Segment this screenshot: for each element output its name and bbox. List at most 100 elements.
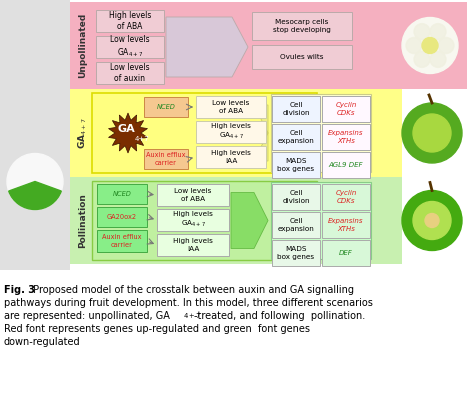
Text: Cell
division: Cell division: [282, 102, 310, 115]
Text: Cell
expansion: Cell expansion: [277, 130, 314, 143]
Bar: [272, 124, 320, 150]
Circle shape: [414, 51, 430, 67]
Bar: [196, 121, 266, 143]
Bar: [322, 124, 370, 150]
Text: Low levels
of auxin: Low levels of auxin: [110, 63, 150, 83]
Circle shape: [7, 153, 63, 210]
Circle shape: [402, 103, 462, 163]
Bar: [92, 181, 317, 260]
Text: Pollination: Pollination: [78, 193, 87, 248]
Bar: [252, 12, 352, 40]
Bar: [271, 94, 371, 172]
Polygon shape: [108, 113, 148, 153]
Text: High levels
of ABA: High levels of ABA: [109, 11, 151, 31]
Text: Auxin efflux
carrier: Auxin efflux carrier: [146, 152, 186, 166]
Bar: [322, 124, 370, 150]
Bar: [398, 2, 467, 89]
Bar: [272, 240, 320, 266]
Bar: [92, 93, 317, 173]
Bar: [271, 182, 371, 259]
Bar: [272, 152, 320, 178]
Text: Low levels
of ABA: Low levels of ABA: [212, 100, 250, 113]
Bar: [196, 96, 266, 118]
Bar: [0, 0, 70, 270]
Circle shape: [406, 37, 422, 53]
Bar: [322, 184, 370, 210]
Text: MADS
box genes: MADS box genes: [277, 158, 315, 172]
Bar: [322, 96, 370, 122]
Text: 4+7: 4+7: [135, 136, 150, 142]
Text: Cell
expansion: Cell expansion: [277, 218, 314, 232]
Bar: [96, 36, 164, 58]
Bar: [322, 240, 370, 266]
Bar: [322, 96, 370, 122]
Text: High levels
IAA: High levels IAA: [211, 150, 251, 164]
Text: Low levels
GA$_{4+7}$: Low levels GA$_{4+7}$: [110, 35, 150, 59]
Bar: [272, 96, 320, 122]
Text: High levels
IAA: High levels IAA: [173, 238, 213, 252]
Circle shape: [438, 37, 454, 53]
Polygon shape: [254, 105, 268, 161]
Circle shape: [413, 114, 451, 152]
Bar: [97, 230, 147, 252]
Bar: [196, 146, 266, 168]
Text: Ovules wilts: Ovules wilts: [280, 54, 324, 60]
Text: Unpollinated: Unpollinated: [78, 13, 87, 78]
Text: down-regulated: down-regulated: [4, 337, 81, 347]
Text: NCED: NCED: [113, 191, 131, 197]
Bar: [97, 207, 147, 227]
Text: -treated, and following  pollination.: -treated, and following pollination.: [194, 311, 365, 321]
Bar: [144, 97, 188, 117]
Text: Low levels
of ABA: Low levels of ABA: [174, 188, 212, 202]
Circle shape: [414, 24, 430, 39]
Text: pathways during fruit development. In this model, three different scenarios: pathways during fruit development. In th…: [4, 298, 373, 308]
Circle shape: [402, 191, 462, 250]
Bar: [157, 209, 229, 231]
Text: Fig. 3: Fig. 3: [4, 285, 35, 295]
Bar: [96, 10, 164, 32]
Text: Mesocarp cells
stop developing: Mesocarp cells stop developing: [273, 19, 331, 32]
Bar: [322, 152, 370, 178]
Text: High levels
GA$_{4+7}$: High levels GA$_{4+7}$: [173, 211, 213, 229]
Text: GA: GA: [117, 124, 135, 134]
Text: MADS
box genes: MADS box genes: [277, 246, 315, 260]
Text: AGL9 DEF: AGL9 DEF: [329, 162, 363, 168]
Circle shape: [402, 18, 458, 74]
Bar: [272, 184, 320, 210]
Text: Expansins
XTHs: Expansins XTHs: [328, 130, 364, 143]
Bar: [272, 124, 320, 150]
Circle shape: [430, 51, 446, 67]
Text: Cell
expansion: Cell expansion: [277, 130, 314, 143]
Bar: [157, 234, 229, 256]
Text: Cyclin
CDKs: Cyclin CDKs: [335, 102, 357, 115]
Bar: [97, 184, 147, 204]
Text: Red font represents genes up-regulated and green  font genes: Red font represents genes up-regulated a…: [4, 324, 310, 334]
Bar: [272, 212, 320, 238]
Bar: [157, 184, 229, 206]
Circle shape: [430, 24, 446, 39]
Text: DEF: DEF: [339, 250, 353, 256]
Text: Expansins
XTHs: Expansins XTHs: [328, 218, 364, 232]
Text: are represented: unpollinated, GA: are represented: unpollinated, GA: [4, 311, 170, 321]
Text: Cell
division: Cell division: [282, 102, 310, 115]
Text: Auxin efflux
carrier: Auxin efflux carrier: [102, 234, 142, 247]
Text: Proposed model of the crosstalk between auxin and GA signalling: Proposed model of the crosstalk between …: [30, 285, 354, 295]
Text: High levels
GA$_{4+7}$: High levels GA$_{4+7}$: [211, 123, 251, 141]
Text: NCED: NCED: [156, 104, 176, 110]
Text: GA20ox2: GA20ox2: [107, 214, 137, 220]
Bar: [272, 96, 320, 122]
Text: Cell
division: Cell division: [282, 190, 310, 203]
Bar: [96, 62, 164, 84]
Text: GA$_{4+7}$: GA$_{4+7}$: [77, 117, 89, 149]
Text: MADS
box genes: MADS box genes: [277, 158, 315, 172]
Circle shape: [413, 201, 451, 240]
Text: Cyclin
CDKs: Cyclin CDKs: [335, 190, 357, 203]
Bar: [70, 177, 402, 264]
Text: $_{4+7}$: $_{4+7}$: [183, 311, 202, 321]
Text: AGL9 DEF: AGL9 DEF: [329, 162, 363, 168]
Circle shape: [425, 213, 439, 228]
Text: Expansins
XTHs: Expansins XTHs: [328, 130, 364, 143]
Bar: [70, 89, 402, 177]
Polygon shape: [231, 192, 268, 249]
Bar: [70, 2, 402, 89]
